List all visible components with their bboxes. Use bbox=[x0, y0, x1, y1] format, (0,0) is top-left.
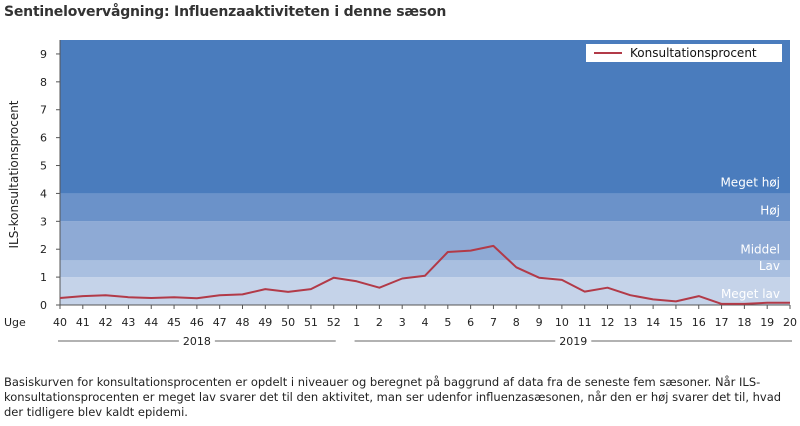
year-label: 2019 bbox=[559, 335, 587, 348]
band-1 bbox=[60, 260, 790, 278]
x-tick-label: 50 bbox=[281, 316, 295, 329]
x-tick-label: 7 bbox=[490, 316, 497, 329]
x-axis-label: Uge bbox=[4, 316, 26, 329]
activity-bands: Meget lav Lav Middel Høj Meget høj bbox=[60, 40, 790, 305]
x-tick-label: 45 bbox=[167, 316, 181, 329]
x-tick-label: 43 bbox=[121, 316, 135, 329]
x-axis: 40 41 42 43 44 45 46 47 48 49 50 51 52 1 2 3 4 5 6 7 8 9 10 11 1… bbox=[53, 304, 797, 348]
band-label: Lav bbox=[759, 259, 780, 273]
x-tick-label: 40 bbox=[53, 316, 67, 329]
legend: Konsultationsprocent bbox=[586, 44, 782, 62]
y-tick-label: 4 bbox=[40, 187, 47, 200]
legend-box bbox=[586, 44, 782, 62]
x-tick-label: 14 bbox=[646, 316, 660, 329]
x-tick-label: 47 bbox=[213, 316, 227, 329]
x-tick-label: 44 bbox=[144, 316, 158, 329]
band-2 bbox=[60, 221, 790, 261]
y-tick-label: 2 bbox=[40, 243, 47, 256]
x-tick-label: 51 bbox=[304, 316, 318, 329]
y-tick-label: 8 bbox=[40, 76, 47, 89]
x-tick-label: 18 bbox=[737, 316, 751, 329]
x-tick-label: 1 bbox=[353, 316, 360, 329]
y-tick-label: 3 bbox=[40, 215, 47, 228]
band-4 bbox=[60, 40, 790, 194]
x-tick-label: 6 bbox=[467, 316, 474, 329]
x-tick-label: 20 bbox=[783, 316, 797, 329]
x-tick-label: 19 bbox=[760, 316, 774, 329]
x-tick-label: 16 bbox=[692, 316, 706, 329]
x-tick-label: 10 bbox=[555, 316, 569, 329]
x-tick-label: 42 bbox=[99, 316, 113, 329]
band-label: Meget lav bbox=[721, 287, 780, 301]
y-tick-label: 9 bbox=[40, 48, 47, 61]
x-tick-label: 11 bbox=[578, 316, 592, 329]
y-axis-label: ILS-konsultationsprocent bbox=[7, 100, 21, 248]
band-label: Middel bbox=[740, 242, 780, 256]
footnote: Basiskurven for konsultationsprocenten e… bbox=[4, 375, 782, 419]
series-line bbox=[59, 244, 791, 305]
x-tick-label: 52 bbox=[327, 316, 341, 329]
chart-title: Sentinelovervågning: Influenzaaktivitete… bbox=[4, 4, 447, 20]
y-axis: 0 1 2 3 4 5 6 7 8 9 bbox=[40, 40, 61, 312]
x-tick-label: 4 bbox=[422, 316, 429, 329]
x-tick-label: 49 bbox=[258, 316, 272, 329]
band-3 bbox=[60, 193, 790, 222]
y-tick-label: 6 bbox=[40, 132, 47, 145]
legend-label: Konsultationsprocent bbox=[630, 46, 757, 60]
x-tick-label: 9 bbox=[536, 316, 543, 329]
x-tick-label: 17 bbox=[715, 316, 729, 329]
y-tick-label: 7 bbox=[40, 104, 47, 117]
x-tick-label: 3 bbox=[399, 316, 406, 329]
x-tick-label: 8 bbox=[513, 316, 520, 329]
x-tick-label: 15 bbox=[669, 316, 683, 329]
y-tick-label: 0 bbox=[40, 299, 47, 312]
x-tick-label: 46 bbox=[190, 316, 204, 329]
x-tick-label: 5 bbox=[444, 316, 451, 329]
x-tick-label: 48 bbox=[236, 316, 250, 329]
band-label: Meget høj bbox=[720, 175, 780, 189]
x-tick-label: 41 bbox=[76, 316, 90, 329]
x-tick-label: 12 bbox=[601, 316, 615, 329]
year-label: 2018 bbox=[183, 335, 211, 348]
y-tick-label: 1 bbox=[40, 271, 47, 284]
series-line-0 bbox=[59, 244, 790, 305]
band-label: Høj bbox=[760, 203, 780, 217]
x-tick-label: 13 bbox=[623, 316, 637, 329]
x-tick-label: 2 bbox=[376, 316, 383, 329]
y-tick-label: 5 bbox=[40, 160, 47, 173]
